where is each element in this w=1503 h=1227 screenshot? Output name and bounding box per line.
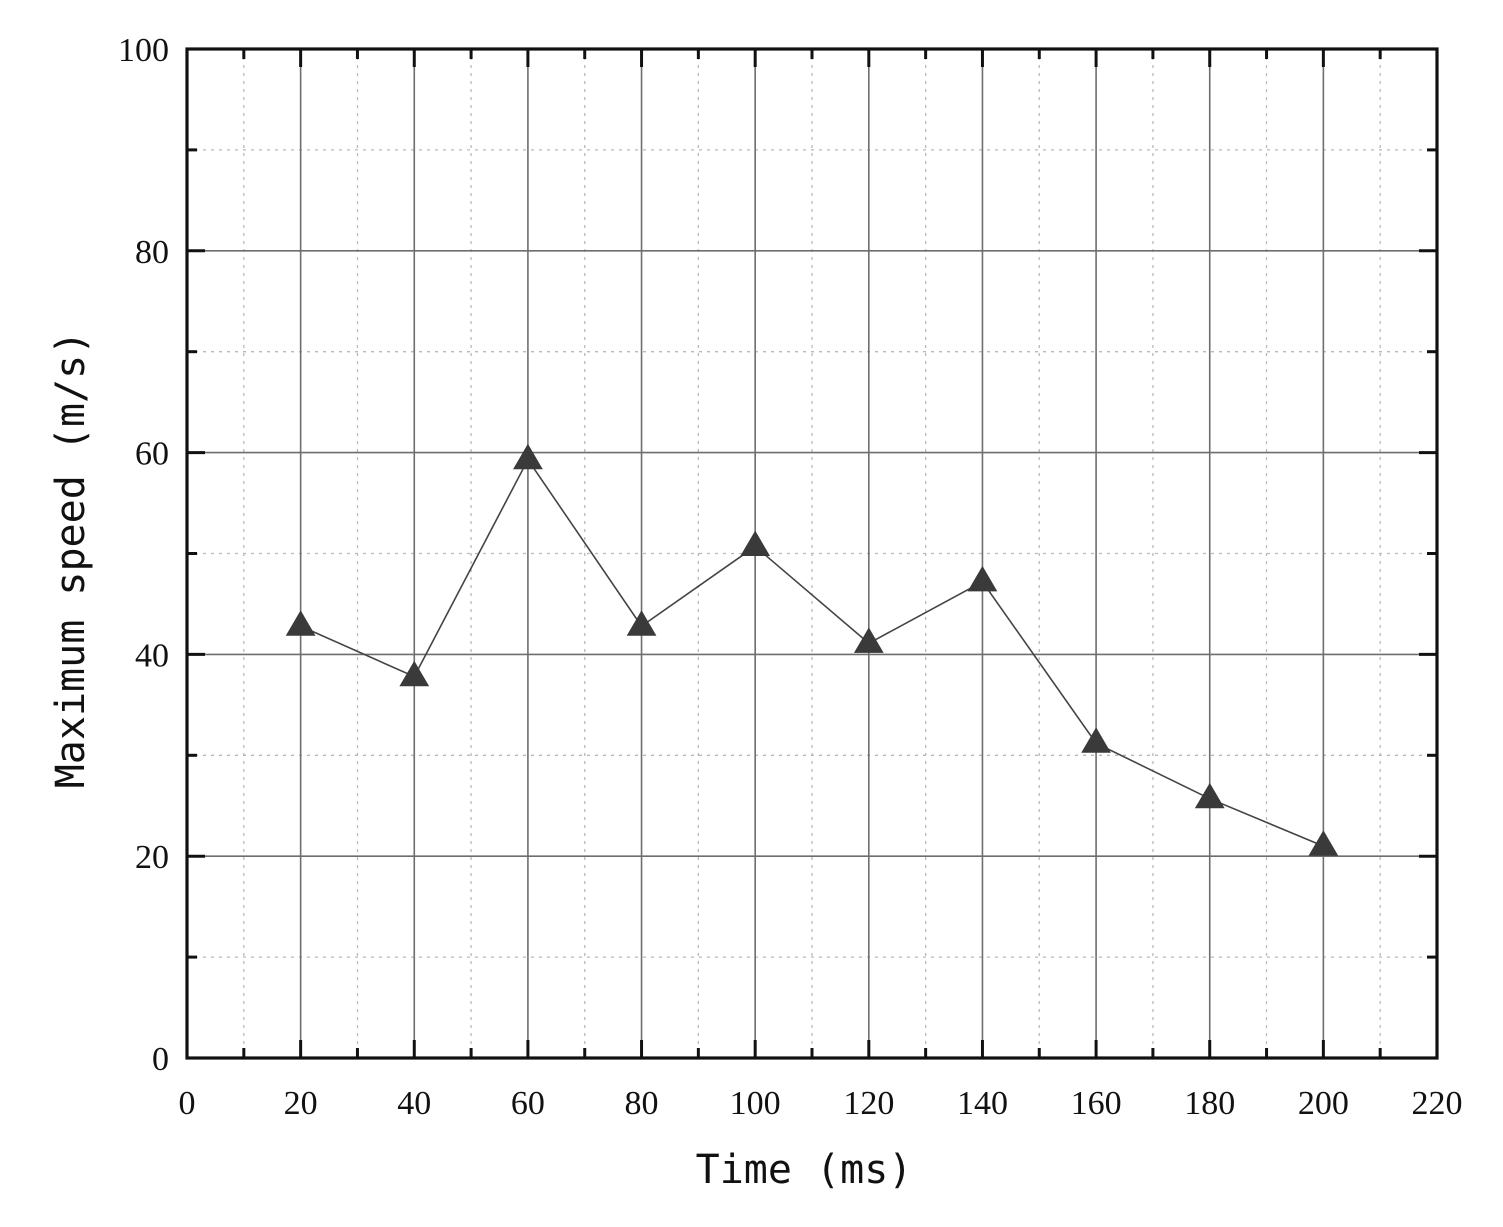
x-tick-label: 80: [625, 1085, 659, 1122]
x-tick-label: 40: [397, 1085, 431, 1122]
x-tick-label: 180: [1184, 1085, 1235, 1122]
x-tick-label: 200: [1298, 1085, 1349, 1122]
data-point-triangle: [853, 627, 884, 653]
x-tick-label: 20: [284, 1085, 318, 1122]
data-point-triangle: [1194, 782, 1225, 809]
data-point-triangle: [626, 610, 657, 636]
x-tick-label: 220: [1412, 1085, 1463, 1122]
grid: [187, 49, 1437, 1058]
x-tick-label: 120: [843, 1085, 894, 1122]
x-tick-label: 140: [957, 1085, 1008, 1122]
x-tick-label: 0: [179, 1085, 196, 1122]
tick-labels: 0 20 40 60 80 100 120 140 160 180 200 220 0 20 40 60 80 1…: [118, 32, 1463, 1122]
x-tick-label: 100: [730, 1085, 781, 1122]
x-tick-label: 160: [1071, 1085, 1122, 1122]
y-tick-label: 40: [135, 637, 169, 674]
y-tick-label: 80: [135, 234, 169, 271]
y-tick-label: 20: [135, 839, 169, 876]
y-tick-label: 60: [135, 436, 169, 473]
plot-frame: [185, 47, 1439, 1060]
data-point-triangle: [1081, 727, 1111, 753]
data-point-triangle: [967, 565, 998, 592]
data-point-triangle: [399, 660, 430, 687]
data-point-triangle: [513, 443, 543, 470]
x-axis-title: Time (ms): [696, 1147, 913, 1193]
series-line: [300, 458, 1324, 847]
data-point-triangle: [1308, 830, 1339, 856]
y-tick-label: 100: [118, 32, 169, 69]
data-point-triangle: [285, 610, 316, 636]
data-point-triangle: [740, 530, 771, 557]
y-axis-title: Maximum speed (m/s): [48, 331, 94, 789]
data-series: [285, 443, 1339, 856]
y-tick-label: 0: [152, 1041, 169, 1078]
x-tick-label: 60: [511, 1085, 545, 1122]
